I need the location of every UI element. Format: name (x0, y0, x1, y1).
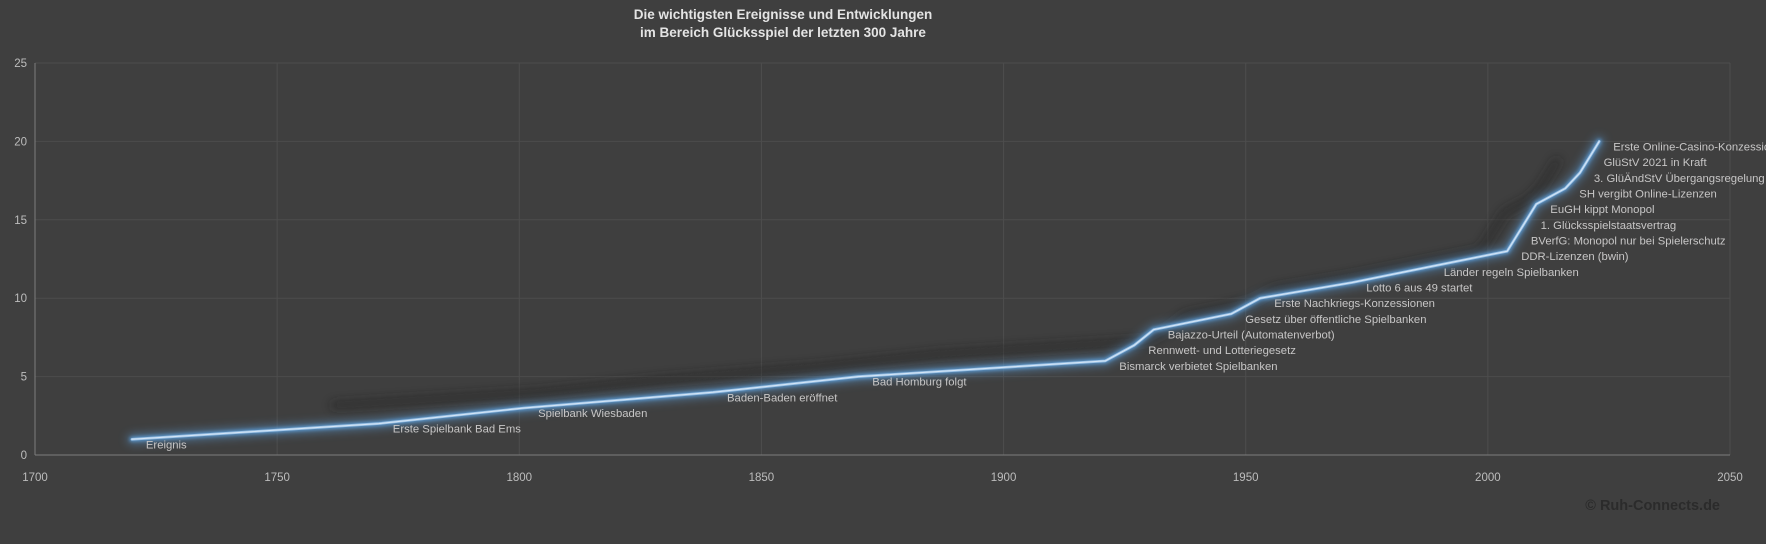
y-tick-label: 20 (14, 136, 27, 148)
event-label: Ereignis (146, 439, 187, 451)
event-labels: Ereignis Erste Spielbank Bad Ems Spielbank… (146, 141, 1766, 451)
y-tick-label: 25 (14, 58, 27, 70)
event-label: EuGH kippt Monopol (1550, 204, 1654, 216)
x-tick-label: 1700 (22, 472, 48, 484)
event-label: Länder regeln Spielbanken (1444, 267, 1579, 279)
event-label: 1. Glücksspielstaatsvertrag (1541, 220, 1677, 232)
event-label: Erste Spielbank Bad Ems (393, 424, 521, 436)
y-tick-label: 10 (14, 293, 27, 305)
event-label: BVerfG: Monopol nur bei Spielerschutz (1531, 236, 1726, 248)
event-label: Bismarck verbietet Spielbanken (1119, 361, 1277, 373)
x-tick-label: 2000 (1475, 472, 1501, 484)
axes (34, 63, 1730, 456)
event-label: GlüStV 2021 in Kraft (1604, 157, 1708, 169)
copyright-watermark: © Ruh-Connects.de (1585, 498, 1720, 514)
event-label: Erste Nachkriegs-Konzessionen (1274, 298, 1435, 310)
y-tick-label: 15 (14, 215, 27, 227)
event-label: Bajazzo-Urteil (Automatenverbot) (1168, 330, 1335, 342)
timeline-line-core (131, 140, 1600, 440)
chart-title-line2: im Bereich Glücksspiel der letzten 300 J… (640, 25, 926, 40)
event-label: Lotto 6 aus 49 startet (1366, 283, 1473, 295)
x-tick-label: 1950 (1233, 472, 1259, 484)
x-tick-label: 1900 (991, 472, 1017, 484)
y-tick-label: 5 (21, 372, 27, 384)
event-series (126, 136, 1605, 445)
event-label: Baden-Baden eröffnet (727, 392, 838, 404)
tick-labels: 1700 1750 1800 1850 1900 1950 2000 2050 0 5 10 15 20… (14, 58, 1743, 484)
event-label: Erste Online-Casino-Konzessionen (1613, 141, 1766, 153)
chart-title: Die wichtigsten Ereignisse und Entwicklu… (634, 6, 933, 42)
y-tick-label: 0 (21, 450, 27, 462)
event-label: 3. GlüÄndStV Übergangsregelung (1594, 173, 1765, 185)
event-label: Bad Homburg folgt (872, 377, 967, 389)
event-label: Gesetz über öffentliche Spielbanken (1245, 314, 1426, 326)
chart-title-line1: Die wichtigsten Ereignisse und Entwicklu… (633, 7, 933, 22)
event-label: Rennwett- und Lotteriegesetz (1148, 345, 1296, 357)
x-tick-label: 2050 (1717, 472, 1743, 484)
event-label: Spielbank Wiesbaden (538, 408, 647, 420)
event-label: DDR-Lizenzen (bwin) (1521, 251, 1629, 263)
event-label: SH vergibt Online-Lizenzen (1579, 188, 1717, 200)
timeline-line-shadow (331, 158, 1561, 409)
x-tick-label: 1800 (506, 472, 532, 484)
x-tick-label: 1850 (749, 472, 775, 484)
x-tick-label: 1750 (264, 472, 290, 484)
